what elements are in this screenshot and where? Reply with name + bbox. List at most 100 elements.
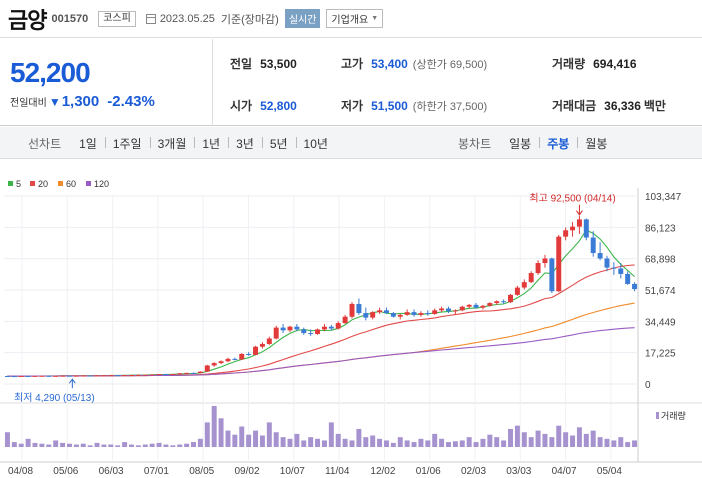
volume-bar xyxy=(25,438,31,447)
price-change: 전일대비 ▼ 1,300 -2.43% xyxy=(10,93,155,110)
ma-20-line xyxy=(7,264,635,377)
ma-5-line xyxy=(7,229,635,377)
volume-bar xyxy=(315,438,321,447)
stock-code: 001570 xyxy=(51,12,89,25)
volume-bar xyxy=(280,437,286,447)
volume-bar xyxy=(597,437,603,447)
x-tick-label: 06/03 xyxy=(99,466,124,477)
tab-3y[interactable]: 3년 xyxy=(228,135,262,152)
candle-body xyxy=(494,301,500,304)
tab-weekly[interactable]: 주봉 xyxy=(539,135,577,152)
legend-swatch xyxy=(30,181,35,186)
candle-body xyxy=(556,236,562,292)
stock-name: 금양 xyxy=(8,7,47,33)
volume-bar xyxy=(542,433,548,447)
volume-bar xyxy=(576,427,582,447)
volume: 거래량 694,416 xyxy=(552,55,637,72)
candle-body xyxy=(170,374,176,376)
chart-tab-bar: 선차트 1일 1주일 3개월 1년 3년 5년 10년 봉차트 일봉 주봉 월봉 xyxy=(0,127,702,159)
tab-1y[interactable]: 1년 xyxy=(194,135,228,152)
volume-bar xyxy=(273,432,279,447)
candle-body xyxy=(253,346,259,355)
upper-limit: (상한가 69,500) xyxy=(412,59,488,71)
tab-1w[interactable]: 1주일 xyxy=(104,135,150,152)
volume-bar xyxy=(583,433,589,447)
min-arrow-head xyxy=(68,378,76,384)
candle-body xyxy=(46,375,52,377)
tab-daily[interactable]: 일봉 xyxy=(509,137,532,151)
volume-bar xyxy=(4,432,10,447)
candle-body xyxy=(335,323,341,329)
volume-bar xyxy=(156,442,162,447)
candle-body xyxy=(521,282,527,288)
volume-bar xyxy=(232,434,238,447)
volume-bar xyxy=(149,443,155,447)
candle-body xyxy=(632,283,638,290)
stock-chart[interactable]: 0 17,225 34,449 51,674 68,898 86,123 103,347 04… xyxy=(0,172,702,478)
high-label: 고가 xyxy=(341,57,364,71)
candle-body xyxy=(570,226,576,231)
volume-bar xyxy=(108,444,114,447)
legend-label: 60 xyxy=(66,179,76,189)
candle-body xyxy=(390,313,396,317)
y-tick-label: 86,123 xyxy=(645,223,676,234)
candle-body xyxy=(156,374,162,376)
candle-body xyxy=(625,273,631,284)
candle-body xyxy=(53,375,59,377)
high-price: 고가 53,400 (상한가 69,500) xyxy=(341,55,487,72)
price-summary: 52,200 전일대비 ▼ 1,300 -2.43% 전일 53,500 고가 … xyxy=(0,39,702,126)
candle-body xyxy=(66,375,72,377)
candle-chart-title: 봉차트 xyxy=(458,137,492,151)
trade-amount: 거래대금 36,336 백만 xyxy=(552,97,666,114)
candle-body xyxy=(308,333,314,335)
volume-bar xyxy=(46,444,52,447)
candle-body xyxy=(211,363,217,366)
candle-body xyxy=(204,365,210,372)
candle-body xyxy=(342,316,348,324)
x-tick-label: 10/07 xyxy=(280,466,305,477)
volume-bar xyxy=(18,443,24,447)
x-tick-label: 07/01 xyxy=(144,466,169,477)
candle-body xyxy=(301,329,307,334)
candle-body xyxy=(191,372,196,374)
volume-bar xyxy=(287,438,293,447)
candle-body xyxy=(129,374,134,376)
volume-bar xyxy=(253,430,259,447)
volume-bar xyxy=(342,438,348,447)
candle-body xyxy=(439,308,445,311)
tab-5y[interactable]: 5년 xyxy=(261,135,296,152)
legend-label: 120 xyxy=(94,179,109,189)
low-value: 51,500 xyxy=(371,99,408,113)
company-overview-label: 기업개요 xyxy=(331,15,369,26)
trade-amount-label: 거래대금 xyxy=(552,99,597,113)
tab-1d[interactable]: 1일 xyxy=(79,137,97,151)
candle-body xyxy=(315,329,321,334)
volume-bar xyxy=(521,432,527,447)
tab-monthly[interactable]: 월봉 xyxy=(577,135,615,152)
candle-body xyxy=(590,237,596,254)
open-value: 52,800 xyxy=(260,99,297,113)
volume-bar xyxy=(473,442,479,447)
candle-body xyxy=(25,375,31,377)
low-label: 저가 xyxy=(341,99,364,113)
volume-bar xyxy=(101,444,107,447)
company-overview-dropdown[interactable]: 기업개요 ▼ xyxy=(326,9,384,28)
current-price: 52,200 xyxy=(10,57,91,88)
volume-bar xyxy=(404,440,410,447)
volume-bar xyxy=(87,445,93,447)
tab-10y[interactable]: 10년 xyxy=(295,135,336,152)
volume-bar xyxy=(459,440,465,447)
realtime-button[interactable]: 실시간 xyxy=(284,9,321,28)
candle-body xyxy=(273,327,279,339)
change-amount: 1,300 xyxy=(61,93,100,110)
y-tick-label: 51,674 xyxy=(645,286,676,297)
volume-bar xyxy=(39,443,45,447)
candle-body xyxy=(18,375,24,377)
candle-body xyxy=(60,375,66,377)
volume-bar xyxy=(122,442,128,447)
volume-bar xyxy=(73,444,79,447)
volume-bar xyxy=(370,435,376,447)
candle-body xyxy=(80,375,86,377)
volume-bar xyxy=(246,434,252,447)
tab-3m[interactable]: 3개월 xyxy=(149,135,195,152)
